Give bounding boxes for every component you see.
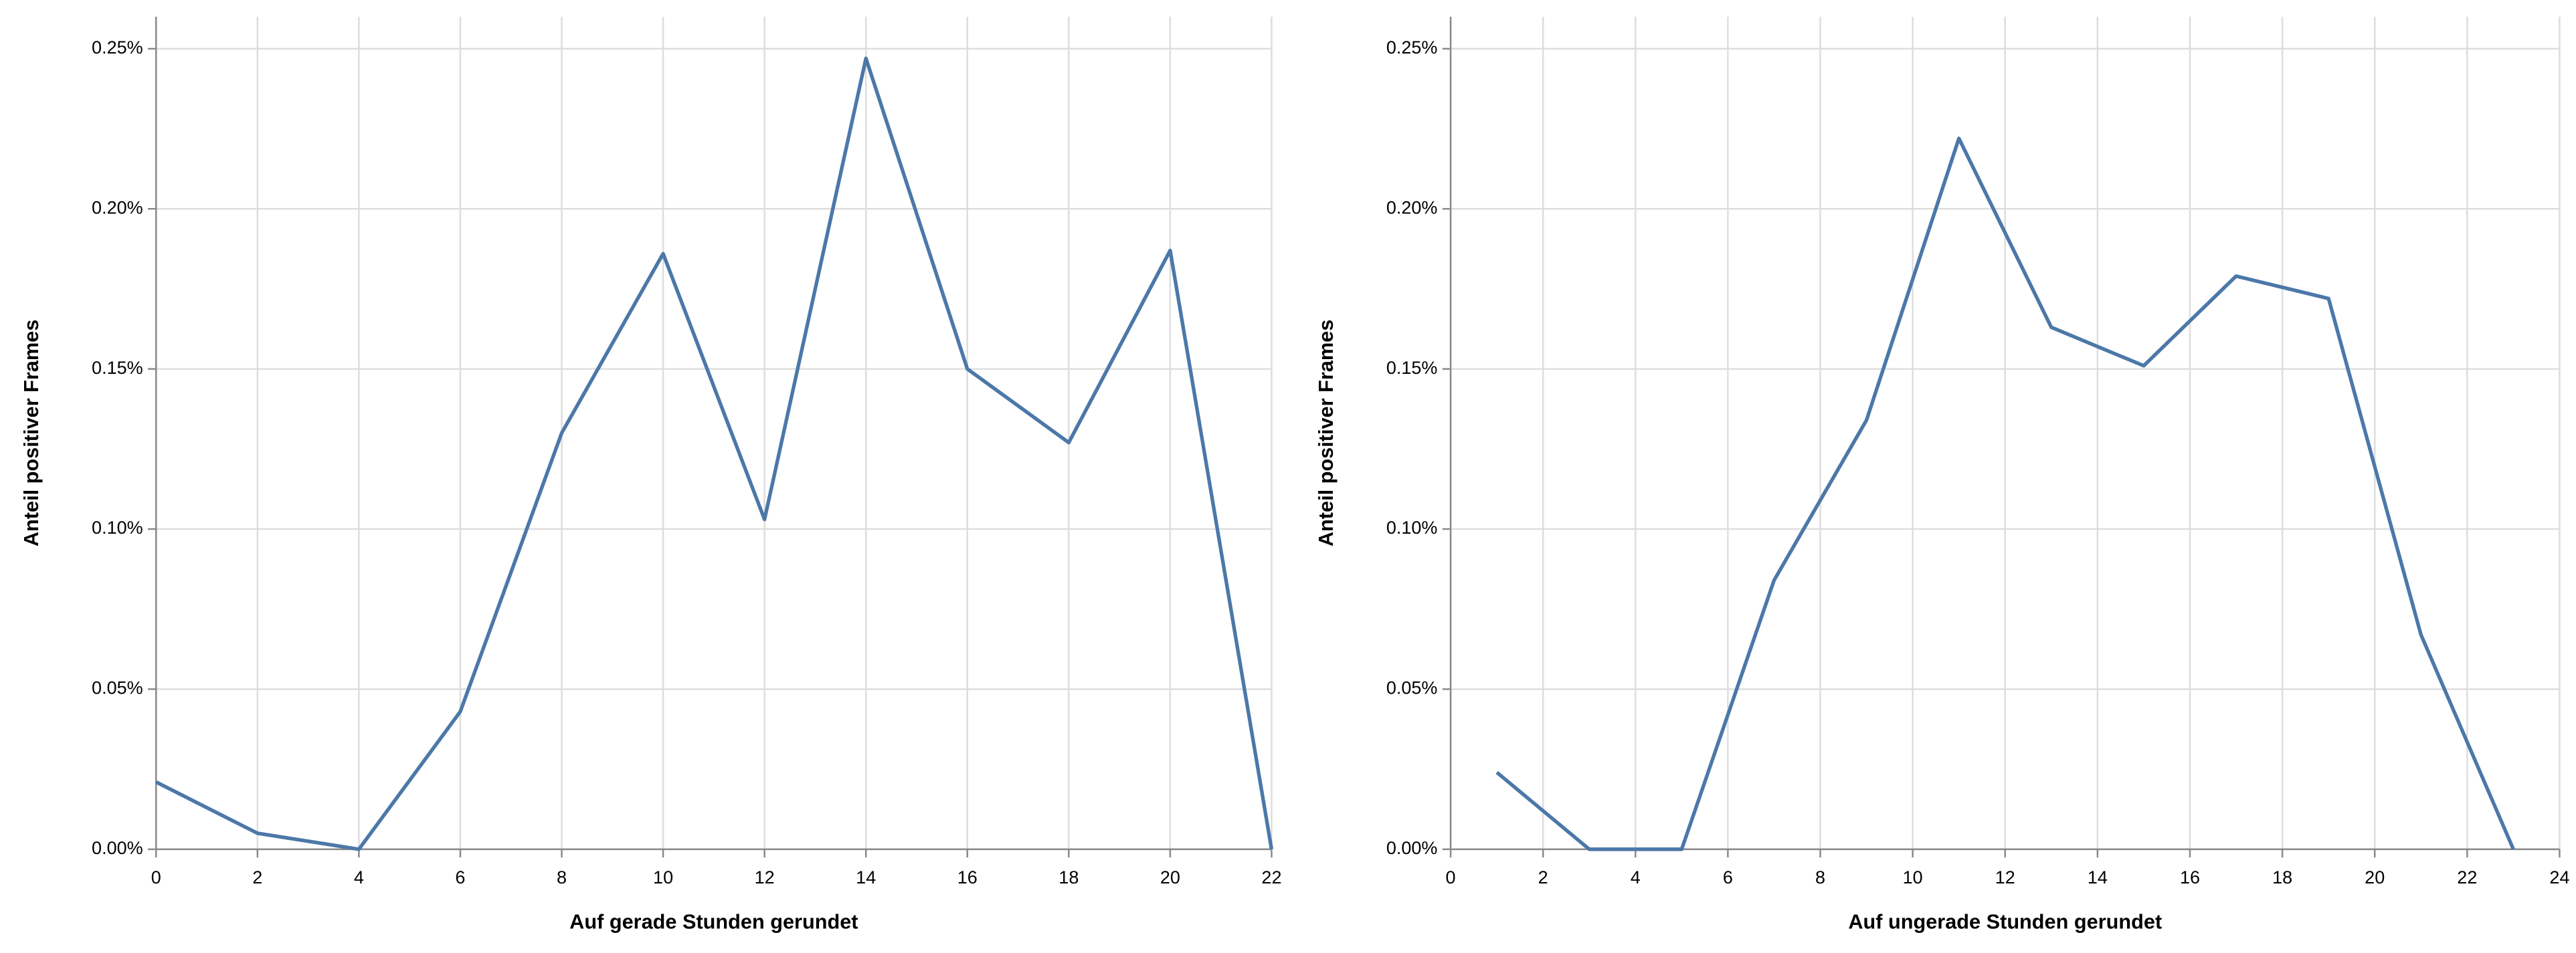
y-axis-title: Anteil positiver Frames <box>19 320 43 546</box>
x-tick-label: 22 <box>2457 867 2477 887</box>
x-tick-label: 2 <box>1538 867 1548 887</box>
y-tick-label: 0.25% <box>92 37 143 58</box>
x-tick-label: 18 <box>1059 867 1079 887</box>
x-tick-label: 0 <box>1446 867 1456 887</box>
x-tick-label: 22 <box>1261 867 1281 887</box>
x-tick-label: 10 <box>1903 867 1923 887</box>
y-axis-title: Anteil positiver Frames <box>1314 320 1338 546</box>
y-tick-label: 0.05% <box>92 678 143 698</box>
data-line <box>1495 136 2515 851</box>
x-tick-label: 0 <box>151 867 161 887</box>
x-axis-title: Auf gerade Stunden gerundet <box>569 910 858 933</box>
y-tick-label: 0.20% <box>1386 197 1438 217</box>
y-tick-label: 0.10% <box>1386 518 1438 538</box>
x-tick-label: 2 <box>252 867 262 887</box>
x-axis-title: Auf ungerade Stunden gerundet <box>1848 910 2162 933</box>
x-tick-label: 16 <box>957 867 978 887</box>
y-tick-label: 0.15% <box>1386 358 1438 378</box>
x-tick-label: 24 <box>2549 867 2569 887</box>
y-tick-label: 0.15% <box>92 358 143 378</box>
x-tick-label: 14 <box>2088 867 2108 887</box>
y-tick-label: 0.25% <box>1386 37 1438 58</box>
panel: 0.00%0.05%0.10%0.15%0.20%0.25%0 2 4 6 8 10 12 1… <box>1314 17 2569 933</box>
y-tick-label: 0.20% <box>92 197 143 217</box>
x-tick-label: 8 <box>557 867 567 887</box>
x-tick-label: 16 <box>2180 867 2200 887</box>
x-tick-label: 4 <box>354 867 364 887</box>
x-tick-label: 6 <box>1723 867 1733 887</box>
x-tick-label: 6 <box>455 867 465 887</box>
x-tick-label: 18 <box>2272 867 2292 887</box>
data-line <box>155 56 1274 851</box>
y-tick-label: 0.00% <box>92 838 143 858</box>
x-tick-label: 10 <box>653 867 673 887</box>
x-tick-label: 12 <box>1995 867 2015 887</box>
x-tick-label: 4 <box>1631 867 1641 887</box>
y-tick-label: 0.00% <box>1386 838 1438 858</box>
panel: 0.00% 0.05% 0.10% 0.15% 0.20% 0.25% 0 2 4 6 8 10 12 1… <box>19 17 1281 933</box>
x-tick-label: 20 <box>1160 867 1180 887</box>
x-tick-label: 20 <box>2365 867 2385 887</box>
x-tick-label: 8 <box>1815 867 1825 887</box>
x-tick-label: 12 <box>755 867 775 887</box>
x-tick-label: 14 <box>856 867 876 887</box>
y-tick-label: 0.05% <box>1386 678 1438 698</box>
y-tick-label: 0.10% <box>92 518 143 538</box>
